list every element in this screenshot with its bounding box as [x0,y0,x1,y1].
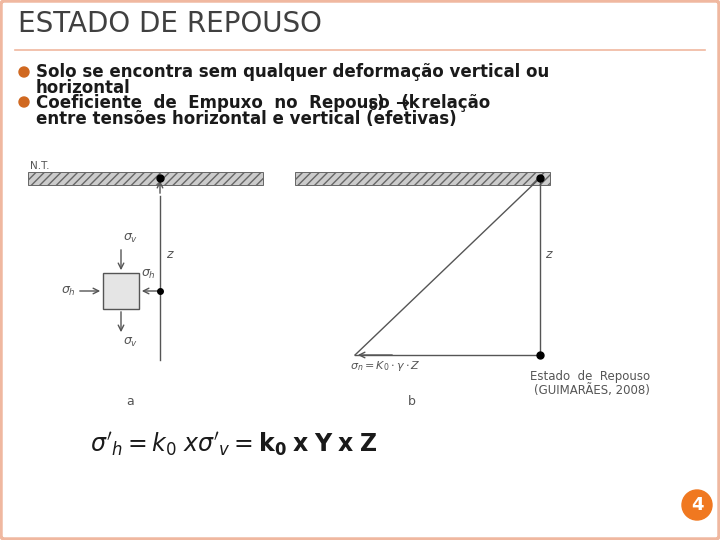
Text: horizontal: horizontal [36,79,131,97]
Bar [103,273,139,309]
Text: $\sigma_h$: $\sigma_h$ [141,268,156,281]
Bar [295,172,550,185]
Text: z: z [545,248,552,261]
Text: )  →  relação: ) → relação [377,94,490,112]
Text: Solo se encontra sem qualquer deformação vertical ou: Solo se encontra sem qualquer deformação… [36,63,549,81]
Text: b: b [408,395,416,408]
Text: $\sigma_n = K_0 \cdot \gamma \cdot Z$: $\sigma_n = K_0 \cdot \gamma \cdot Z$ [350,359,420,373]
Text: ESTADO DE REPOUSO: ESTADO DE REPOUSO [18,10,322,38]
Circle shape [19,67,29,77]
Text: 0: 0 [368,100,377,113]
Text: entre tensões horizontal e vertical (efetivas): entre tensões horizontal e vertical (efe… [36,110,456,128]
Text: $\sigma_v$: $\sigma_v$ [123,336,138,349]
Text: a: a [126,395,134,408]
Bar [28,172,263,185]
Text: Estado  de  Repouso: Estado de Repouso [530,370,650,383]
Text: z: z [166,248,173,261]
Text: N.T.: N.T. [30,161,50,171]
Circle shape [682,490,712,520]
Text: $\sigma_h$: $\sigma_h$ [61,285,76,298]
Text: Coeficiente  de  Empuxo  no  Repouso  (k: Coeficiente de Empuxo no Repouso (k [36,94,420,112]
Circle shape [19,97,29,107]
Text: (GUIMARÃES, 2008): (GUIMARÃES, 2008) [534,384,650,397]
Text: $\sigma'_h = k_0 \; x\sigma'_v = \mathbf{k_0 \; x \; Y \; x \; Z}$: $\sigma'_h = k_0 \; x\sigma'_v = \mathbf… [90,430,377,458]
Text: $\sigma_v$: $\sigma_v$ [123,232,138,245]
Text: 4: 4 [690,496,703,514]
